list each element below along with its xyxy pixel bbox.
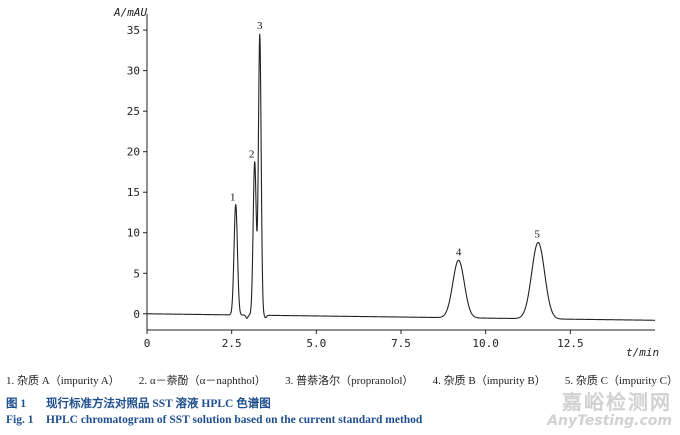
- chromatogram-chart: 0 5 10 15 20 25 30 35 0 2.5 5.0 7.5 10.0 12.5 1 2 3 4 5 A…: [113, 6, 659, 359]
- peak-legend: 1. 杂质 A（impurity A） 2. α－萘酚（α－naphthol） …: [6, 372, 678, 388]
- watermark-cn: 嘉峪检测网: [562, 390, 672, 414]
- y-tick-label: 30: [127, 65, 140, 78]
- y-tick-label: 5: [133, 267, 140, 280]
- y-tick-label: 35: [127, 24, 140, 37]
- figure-number-en: Fig. 1: [6, 414, 34, 426]
- y-tick-label: 10: [127, 227, 140, 240]
- peak-label: 4: [456, 246, 462, 258]
- x-tick-label: 10.0: [472, 337, 499, 350]
- watermark-en: AnyTesting.com: [547, 413, 672, 429]
- peak-label: 5: [534, 228, 540, 240]
- figure-caption-en: Fig. 1 HPLC chromatogram of SST solution …: [6, 414, 422, 426]
- y-axis-title: A/mAU: [113, 6, 147, 19]
- legend-item-4: 4. 杂质 B（impurity B）: [432, 375, 546, 387]
- chromatogram-trace: [147, 33, 655, 321]
- legend-item-5: 5. 杂质 C（impurity C）: [564, 375, 678, 387]
- watermark: 嘉峪检测网 AnyTesting.com: [547, 391, 672, 429]
- peak-labels: 1 2 3 4 5: [230, 20, 540, 258]
- figure-caption-cn: 图 1 现行标准方法对照品 SST 溶液 HPLC 色谱图: [6, 395, 271, 411]
- x-tick-label: 5.0: [306, 337, 326, 350]
- peak-label: 3: [257, 20, 263, 32]
- y-tick-label: 25: [127, 105, 140, 118]
- y-tick-label: 0: [133, 308, 140, 321]
- figure-number-cn: 图 1: [6, 398, 27, 410]
- x-tick-label: 2.5: [222, 337, 242, 350]
- x-tick-label: 12.5: [557, 337, 584, 350]
- x-axis-title: t/min: [626, 346, 659, 359]
- figure-title-cn: 现行标准方法对照品 SST 溶液 HPLC 色谱图: [46, 398, 271, 410]
- peak-label: 1: [230, 191, 236, 203]
- chart-axes: [146, 14, 655, 331]
- y-tick-label: 20: [127, 146, 140, 159]
- x-tick-label: 0: [144, 337, 151, 350]
- peak-label: 2: [249, 148, 255, 160]
- legend-item-3: 3. 普萘洛尔（propranolol）: [285, 375, 414, 387]
- y-tick-label: 15: [127, 186, 140, 199]
- legend-item-1: 1. 杂质 A（impurity A）: [6, 375, 120, 387]
- legend-item-2: 2. α－萘酚（α－naphthol）: [138, 375, 266, 387]
- figure-title-en: HPLC chromatogram of SST solution based …: [46, 414, 423, 426]
- x-tick-label: 7.5: [391, 337, 411, 350]
